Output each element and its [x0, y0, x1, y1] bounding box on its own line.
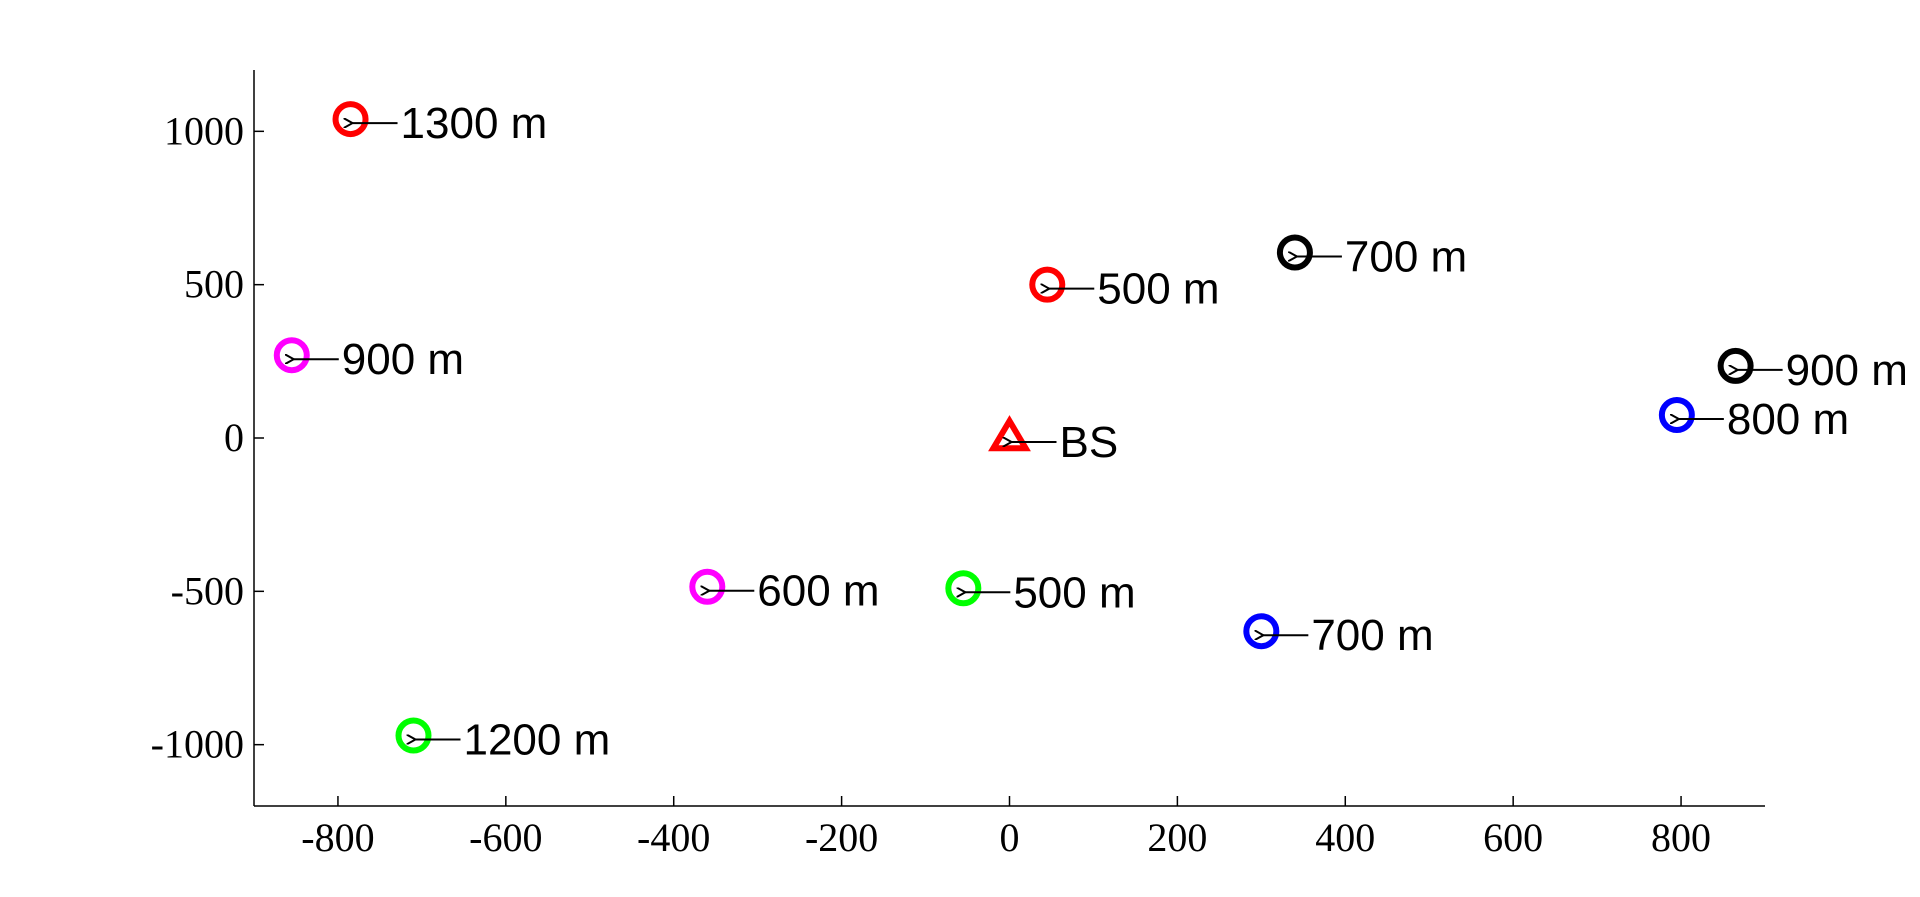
circle-marker [1029, 266, 1066, 303]
point-label: BS [1060, 418, 1119, 467]
point-label: 500 m [1097, 265, 1219, 314]
point-label: 700 m [1345, 232, 1467, 281]
x-tick-label: 200 [1147, 815, 1207, 860]
point-label: 500 m [1013, 568, 1135, 617]
circle-marker [395, 717, 432, 754]
x-tick-label: 600 [1483, 815, 1543, 860]
circle-marker [1276, 234, 1313, 271]
x-tick-label: -400 [637, 815, 710, 860]
circle-marker [332, 101, 369, 138]
circle-marker [273, 337, 310, 374]
point-label: 800 m [1727, 395, 1849, 444]
x-tick-label: -600 [469, 815, 542, 860]
data-point: 700 m [1276, 232, 1467, 281]
data-point: 1200 m [395, 715, 610, 764]
y-tick-label: -1000 [151, 722, 244, 767]
point-label: 900 m [1786, 346, 1908, 395]
x-tick-label: -800 [301, 815, 374, 860]
y-tick-label: 0 [224, 415, 244, 460]
data-point: 900 m [1717, 346, 1908, 395]
y-tick-label: -500 [171, 568, 244, 613]
circle-marker [1717, 347, 1754, 384]
point-label: 900 m [342, 335, 464, 384]
data-point: 600 m [689, 567, 880, 616]
axes: -800 -600 -400 -200 0 200 400 600 800 1000 500 0 -50… [151, 70, 1765, 860]
circle-marker [1243, 613, 1280, 650]
data-point: 900 m [273, 335, 464, 384]
data-point: BS [988, 415, 1119, 467]
x-tick-label: 0 [1000, 815, 1020, 860]
point-label: 1300 m [401, 99, 548, 148]
data-point: 1300 m [332, 99, 548, 148]
circle-marker [1658, 397, 1695, 433]
x-tick-label: -200 [805, 815, 878, 860]
circle-marker [689, 568, 726, 605]
y-tick-label: 500 [184, 262, 244, 307]
point-label: 600 m [757, 567, 879, 616]
x-tick-label: 800 [1651, 815, 1711, 860]
y-tick-label: 1000 [164, 108, 244, 153]
data-point: 700 m [1243, 611, 1434, 660]
x-tick-label: 400 [1315, 815, 1375, 860]
data-point: 800 m [1658, 395, 1849, 444]
data-point: 500 m [945, 568, 1136, 617]
triangle-marker [988, 415, 1031, 452]
point-label: 700 m [1311, 611, 1433, 660]
circle-marker [945, 570, 982, 607]
data-point: 500 m [1029, 265, 1220, 314]
point-label: 1200 m [463, 715, 610, 764]
